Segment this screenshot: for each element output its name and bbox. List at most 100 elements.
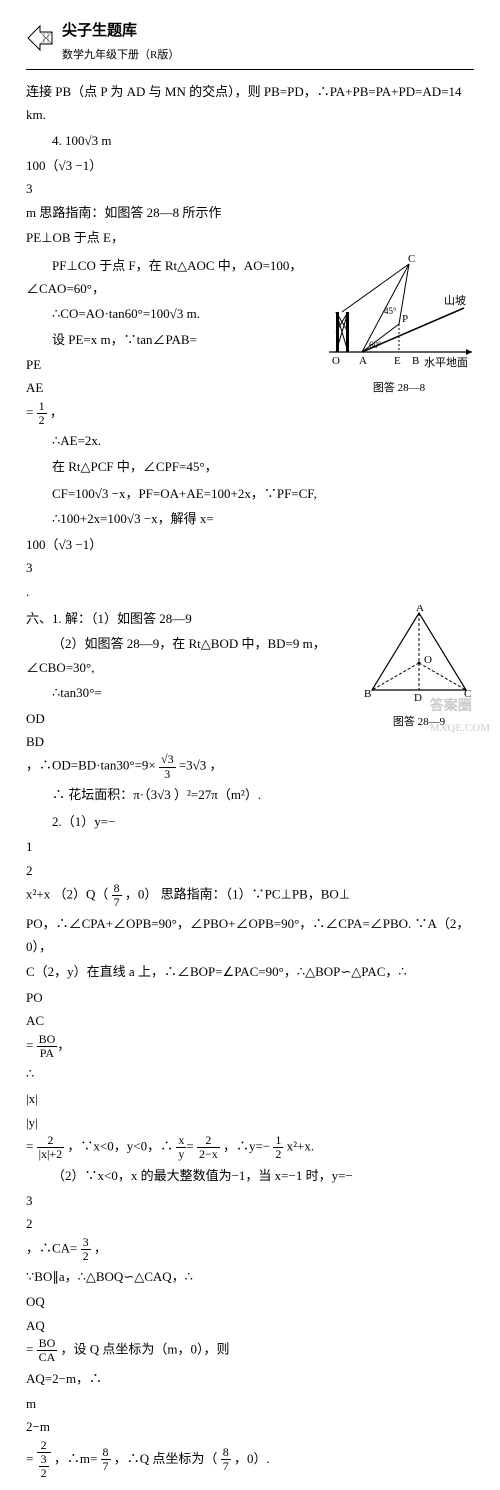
body-line: ∴tan30°= <box>26 681 364 704</box>
numerator: 8 <box>221 1446 231 1460</box>
body-line: ∴ 花坛面积：π·（3√3 ）²=27π（m²）. <box>26 783 364 806</box>
text: C（2，y）在直线 a 上，∴∠BOP=∠PAC=90°，∴△BOP∽△PAC，… <box>26 964 407 979</box>
fraction: 2 2−x <box>197 1134 220 1161</box>
label-D: D <box>414 692 422 704</box>
denominator: y <box>176 1148 186 1161</box>
label-45: 45° <box>384 306 397 316</box>
label-slope: 山坡 <box>444 294 466 307</box>
fraction: √3 3 <box>159 753 176 780</box>
title-main: 尖子生题库 <box>62 18 179 45</box>
body-line: PO，∴∠CPA+∠OPB=90°，∠PBO+∠OPB=90°，∴∠CPA=∠P… <box>26 912 474 959</box>
text: ，设 Q 点坐标为（m，0），则 <box>61 1342 230 1357</box>
numerator: OD <box>26 707 364 730</box>
body-line: ∴CO=AO·tan60°=100√3 m. <box>26 302 324 325</box>
text: ∴100+2x=100√3 −x，解得 x= <box>52 511 214 526</box>
label-B: B <box>412 355 419 367</box>
numerator: 1 <box>37 400 47 414</box>
text-column: PF⊥CO 于点 F，在 Rt△AOC 中，AO=100，∠CAO=60°， ∴… <box>26 252 324 481</box>
numerator: BO <box>37 1033 58 1047</box>
text: ， <box>94 1240 107 1255</box>
denominator: 2 <box>26 859 474 882</box>
text: ，∴CA= <box>26 1240 77 1255</box>
row-with-figure: PF⊥CO 于点 F，在 Rt△AOC 中，AO=100，∠CAO=60°， ∴… <box>26 252 474 481</box>
numerator: 8 <box>101 1446 111 1460</box>
numerator: 8 <box>112 882 122 896</box>
body-line: 4. 100√3 m <box>26 129 474 152</box>
text: ，0）. <box>234 1451 270 1466</box>
body-line: 六、1. 解：（1）如图答 28—9 <box>26 607 364 630</box>
body-line: AQ=2−m，∴ <box>26 1367 474 1390</box>
numerator: 2 <box>37 1134 65 1148</box>
watermark-main: 答案圈 <box>430 694 490 719</box>
numerator: x <box>176 1134 186 1148</box>
text: ，∴OD=BD·tan30°=9× <box>26 758 156 773</box>
body-line: 在 Rt△PCF 中，∠CPF=45°， <box>26 455 324 478</box>
denominator: AC <box>26 1009 474 1032</box>
denominator: AE <box>26 376 324 399</box>
figure-28-8: C P O A E B 45° 60° 山坡 水平地面 图答 28—8 <box>324 252 474 400</box>
text: ∵BO∥a，∴△BOQ∽△CAQ，∴ <box>26 1269 193 1284</box>
body-line: C（2，y）在直线 a 上，∴∠BOP=∠PAC=90°，∴△BOP∽△PAC，… <box>26 960 474 983</box>
body-line: 2.（1）y=− <box>26 810 474 833</box>
text: . <box>26 584 29 599</box>
fraction: x y <box>176 1134 186 1161</box>
arrow-icon <box>26 24 54 59</box>
fraction: 1 2 <box>37 400 47 427</box>
denominator: 3 <box>26 177 474 200</box>
denominator: CA <box>37 1351 58 1364</box>
denominator: 3 <box>26 556 474 579</box>
body-line: 连接 PB（点 P 为 AD 与 MN 的交点），则 PB=PD，∴PA+PB=… <box>26 80 474 127</box>
label-O: O <box>424 654 432 666</box>
label-O: O <box>332 355 340 367</box>
body-line: ∴ <box>26 1062 474 1085</box>
numerator: BO <box>37 1337 58 1351</box>
text: ， <box>50 405 63 420</box>
figure-caption: 图答 28—8 <box>324 379 474 399</box>
numerator: 2 <box>197 1134 220 1148</box>
text: 4. 100√3 m <box>52 133 112 148</box>
page-header: 尖子生题库 数学九年级下册（R版） <box>26 18 474 70</box>
numerator: 100（√3 −1） <box>26 533 474 556</box>
fraction: 8 7 <box>112 882 122 909</box>
body-line: PF⊥CO 于点 F，在 Rt△AOC 中，AO=100，∠CAO=60°， <box>26 254 324 301</box>
numerator: 3 <box>26 1189 474 1212</box>
fraction: 3 2 <box>39 1453 49 1480</box>
fraction: 8 7 <box>101 1446 111 1473</box>
text: ，0） 思路指南：（1）∵PC⊥PB，BO⊥ <box>125 887 350 902</box>
numerator: OQ <box>26 1290 474 1313</box>
numerator: 1 <box>26 835 474 858</box>
numerator: |x| <box>26 1087 474 1110</box>
numerator: PO <box>26 986 474 1009</box>
denominator: 3 2 <box>37 1453 51 1480</box>
body-line: 设 PE=x m，∵tan∠PAB= <box>26 328 324 351</box>
text: ，∴m= <box>54 1451 97 1466</box>
denominator: 2 <box>273 1148 283 1161</box>
body-line: ∴100+2x=100√3 −x，解得 x= <box>26 507 474 530</box>
text: ∴tan30°= <box>52 685 102 700</box>
text: ，∴y=− <box>223 1139 270 1154</box>
text: 2.（1）y=− <box>52 814 115 829</box>
numerator: 3 <box>81 1236 91 1250</box>
denominator: 2 <box>26 1212 474 1235</box>
denominator: 7 <box>101 1460 111 1473</box>
label-E: E <box>394 355 401 367</box>
numerator: 1 <box>273 1134 283 1148</box>
fraction: 1 2 <box>273 1134 283 1161</box>
row-with-figure: 六、1. 解：（1）如图答 28—9 （2）如图答 28—9，在 Rt△BOD … <box>26 605 474 808</box>
numerator: √3 <box>159 753 176 767</box>
fraction: BO CA <box>37 1337 58 1364</box>
denominator: 2 <box>39 1467 49 1480</box>
denominator: 7 <box>221 1460 231 1473</box>
denominator: BD <box>26 730 364 753</box>
denominator: AQ <box>26 1314 474 1337</box>
text: x²+x. <box>287 1139 314 1154</box>
text: （2）∵x<0，x 的最大整数值为−1，当 x=−1 时，y=− <box>52 1168 353 1183</box>
text-column: 六、1. 解：（1）如图答 28—9 （2）如图答 28—9，在 Rt△BOD … <box>26 605 364 808</box>
denominator: 2 <box>81 1250 91 1263</box>
denominator: 3 <box>159 768 176 781</box>
numerator: PE <box>26 353 324 376</box>
denominator: 7 <box>112 896 122 909</box>
denominator: 2−x <box>197 1148 220 1161</box>
label-A: A <box>359 355 367 367</box>
label-60: 60° <box>369 340 382 350</box>
